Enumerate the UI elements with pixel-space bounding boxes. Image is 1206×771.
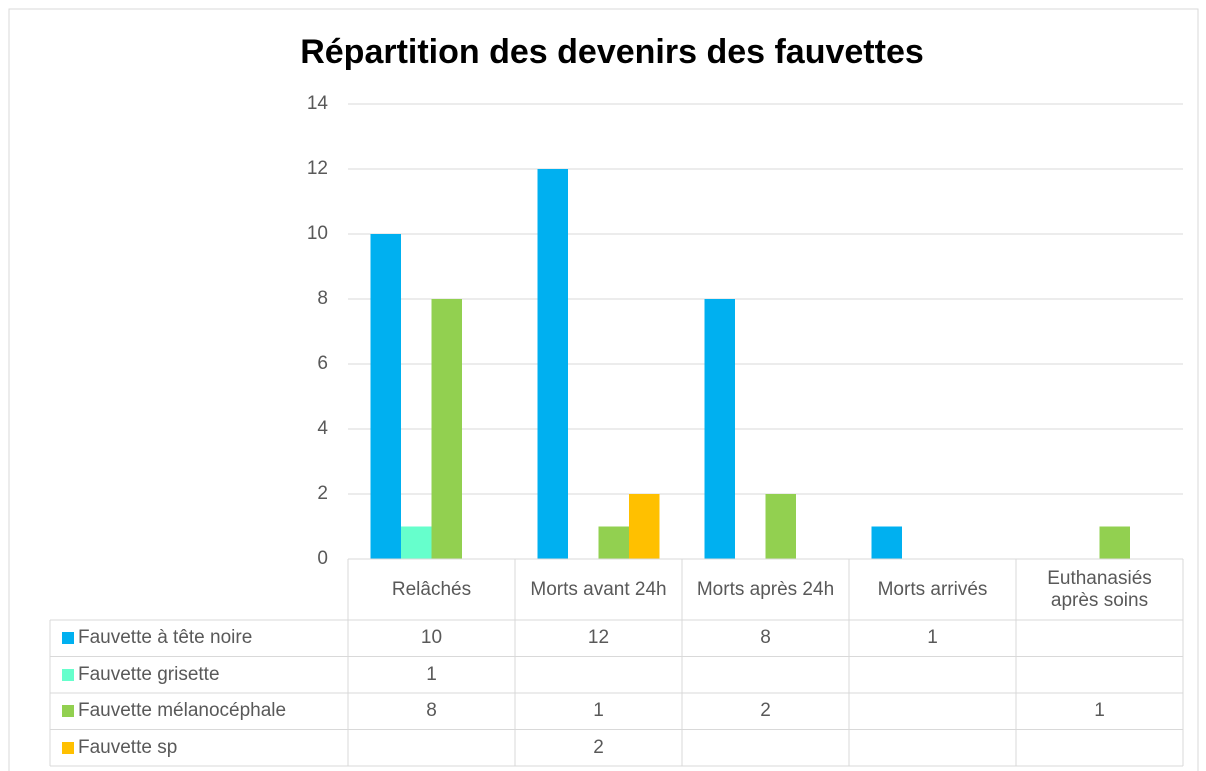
table-value: 2 [515,730,682,767]
table-value: 8 [682,620,849,657]
bar [871,526,902,559]
legend-entry: Fauvette à tête noire [50,620,348,657]
x-tick-label: Relâchés [348,559,515,620]
legend-key [62,741,74,754]
legend-entry: Fauvette mélanocéphale [50,693,348,730]
x-tick-label: Morts avant 24h [515,559,682,620]
table-value: 1 [348,657,515,694]
y-tick-label: 2 [317,483,328,504]
y-tick-label: 6 [317,353,328,374]
table-value: 1 [1016,693,1183,730]
x-tick-label-text: Relâchés [391,578,472,600]
legend-label: Fauvette sp [78,736,178,758]
table-value-text: 8 [760,627,771,649]
table-value: 12 [515,620,682,657]
legend-label: Fauvette à tête noire [78,627,253,649]
bar [401,526,432,559]
x-tick-label: Euthanasiés après soins [1016,559,1183,620]
x-tick-label-text: Morts avant 24h [530,578,667,600]
table-value: 8 [348,693,515,730]
legend-label: Fauvette grisette [78,663,220,685]
x-tick-label-text: Morts arrivés [877,578,988,600]
x-tick-label-text: Euthanasiés après soins [1047,567,1152,611]
table-value-text: 2 [593,736,604,758]
legend-entry: Fauvette grisette [50,657,348,694]
bar [537,169,568,559]
table-value-text: 2 [760,700,771,722]
table-value-text: 12 [587,627,610,649]
table-value: 2 [682,693,849,730]
y-tick-label: 0 [317,548,328,569]
table-value: 10 [348,620,515,657]
table-value-text: 1 [593,700,604,722]
table-value-text: 8 [426,700,437,722]
table-value: 1 [849,620,1016,657]
table-value: 1 [515,693,682,730]
legend-key [62,668,74,681]
table-value-text: 1 [426,663,437,685]
legend-key [62,632,74,645]
bar [370,234,401,559]
x-tick-label-text: Morts après 24h [696,578,835,600]
table-value-text: 1 [1094,700,1105,722]
legend-label: Fauvette mélanocéphale [78,700,287,722]
y-tick-label: 10 [307,223,328,244]
y-tick-label: 12 [307,158,328,179]
bar [704,299,735,559]
legend-key [62,705,74,718]
legend-entry: Fauvette sp [50,730,348,767]
chart-border [8,8,1199,771]
x-tick-label: Morts après 24h [682,559,849,620]
bar [765,494,796,559]
y-tick-label: 14 [307,93,329,114]
chart-title: Répartition des devenirs des fauvettes [300,33,924,71]
y-tick-label: 8 [317,288,328,309]
bar [598,526,629,559]
table-value-text: 1 [927,627,938,649]
table-value-text: 10 [420,627,443,649]
y-tick-label: 4 [317,418,328,439]
x-tick-label: Morts arrivés [849,559,1016,620]
bar [431,299,462,559]
bar [629,494,660,559]
bar [1099,526,1130,559]
